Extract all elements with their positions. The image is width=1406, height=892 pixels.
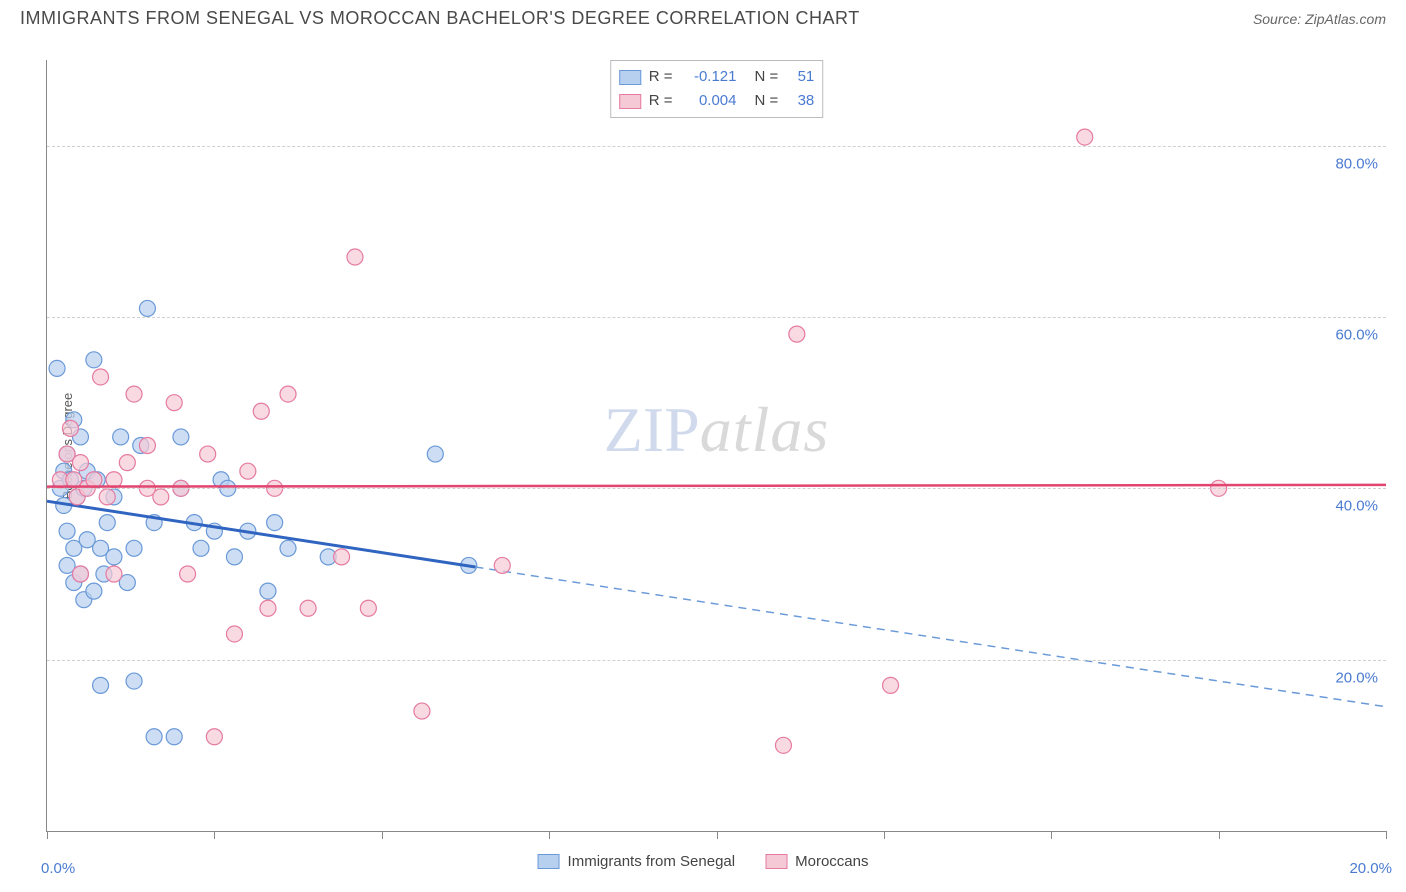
- x-tick-label: 0.0%: [41, 860, 75, 877]
- gridline: [47, 146, 1386, 147]
- x-tick: [47, 831, 48, 839]
- data-point: [106, 549, 122, 565]
- data-point: [334, 549, 350, 565]
- data-point: [240, 463, 256, 479]
- data-point: [789, 326, 805, 342]
- data-point: [173, 429, 189, 445]
- gridline: [47, 488, 1386, 489]
- x-tick: [1051, 831, 1052, 839]
- trend-line-extrapolated: [475, 567, 1386, 707]
- x-tick: [549, 831, 550, 839]
- data-point: [253, 403, 269, 419]
- x-tick: [717, 831, 718, 839]
- data-point: [267, 515, 283, 531]
- data-point: [427, 446, 443, 462]
- x-tick-label: 20.0%: [1349, 860, 1392, 877]
- data-point: [119, 455, 135, 471]
- y-tick-label: 40.0%: [1335, 498, 1378, 515]
- data-point: [166, 729, 182, 745]
- data-point: [153, 489, 169, 505]
- data-point: [93, 369, 109, 385]
- x-tick: [214, 831, 215, 839]
- chart-plot-area: ZIPatlas R =-0.121N =51R =0.004N =38 20.…: [46, 60, 1386, 832]
- data-point: [72, 566, 88, 582]
- data-point: [260, 583, 276, 599]
- data-point: [180, 566, 196, 582]
- scatter-svg: [47, 60, 1386, 831]
- data-point: [139, 300, 155, 316]
- data-point: [106, 566, 122, 582]
- data-point: [126, 673, 142, 689]
- data-point: [146, 729, 162, 745]
- x-tick: [1386, 831, 1387, 839]
- legend-item: Immigrants from Senegal: [538, 853, 736, 870]
- data-point: [166, 395, 182, 411]
- x-tick: [1219, 831, 1220, 839]
- data-point: [126, 540, 142, 556]
- gridline: [47, 660, 1386, 661]
- data-point: [347, 249, 363, 265]
- data-point: [226, 549, 242, 565]
- data-point: [72, 455, 88, 471]
- gridline: [47, 317, 1386, 318]
- y-tick-label: 60.0%: [1335, 327, 1378, 344]
- data-point: [883, 677, 899, 693]
- data-point: [59, 523, 75, 539]
- data-point: [99, 515, 115, 531]
- data-point: [126, 386, 142, 402]
- data-point: [200, 446, 216, 462]
- legend-swatch: [765, 854, 787, 869]
- data-point: [300, 600, 316, 616]
- legend-label: Immigrants from Senegal: [568, 853, 736, 870]
- legend-label: Moroccans: [795, 853, 868, 870]
- data-point: [86, 352, 102, 368]
- data-point: [86, 583, 102, 599]
- source-label: Source: ZipAtlas.com: [1253, 11, 1386, 27]
- data-point: [280, 540, 296, 556]
- data-point: [360, 600, 376, 616]
- chart-title: IMMIGRANTS FROM SENEGAL VS MOROCCAN BACH…: [20, 8, 860, 29]
- data-point: [226, 626, 242, 642]
- x-tick: [884, 831, 885, 839]
- data-point: [93, 677, 109, 693]
- data-point: [775, 737, 791, 753]
- legend-swatch: [538, 854, 560, 869]
- data-point: [206, 729, 222, 745]
- y-tick-label: 20.0%: [1335, 669, 1378, 686]
- trend-line: [47, 485, 1386, 487]
- data-point: [139, 438, 155, 454]
- legend-item: Moroccans: [765, 853, 868, 870]
- data-point: [1077, 129, 1093, 145]
- x-tick: [382, 831, 383, 839]
- data-point: [494, 557, 510, 573]
- bottom-legend: Immigrants from Senegal Moroccans: [538, 853, 869, 870]
- data-point: [99, 489, 115, 505]
- data-point: [113, 429, 129, 445]
- data-point: [62, 420, 78, 436]
- data-point: [280, 386, 296, 402]
- y-tick-label: 80.0%: [1335, 155, 1378, 172]
- data-point: [414, 703, 430, 719]
- data-point: [49, 360, 65, 376]
- data-point: [193, 540, 209, 556]
- data-point: [260, 600, 276, 616]
